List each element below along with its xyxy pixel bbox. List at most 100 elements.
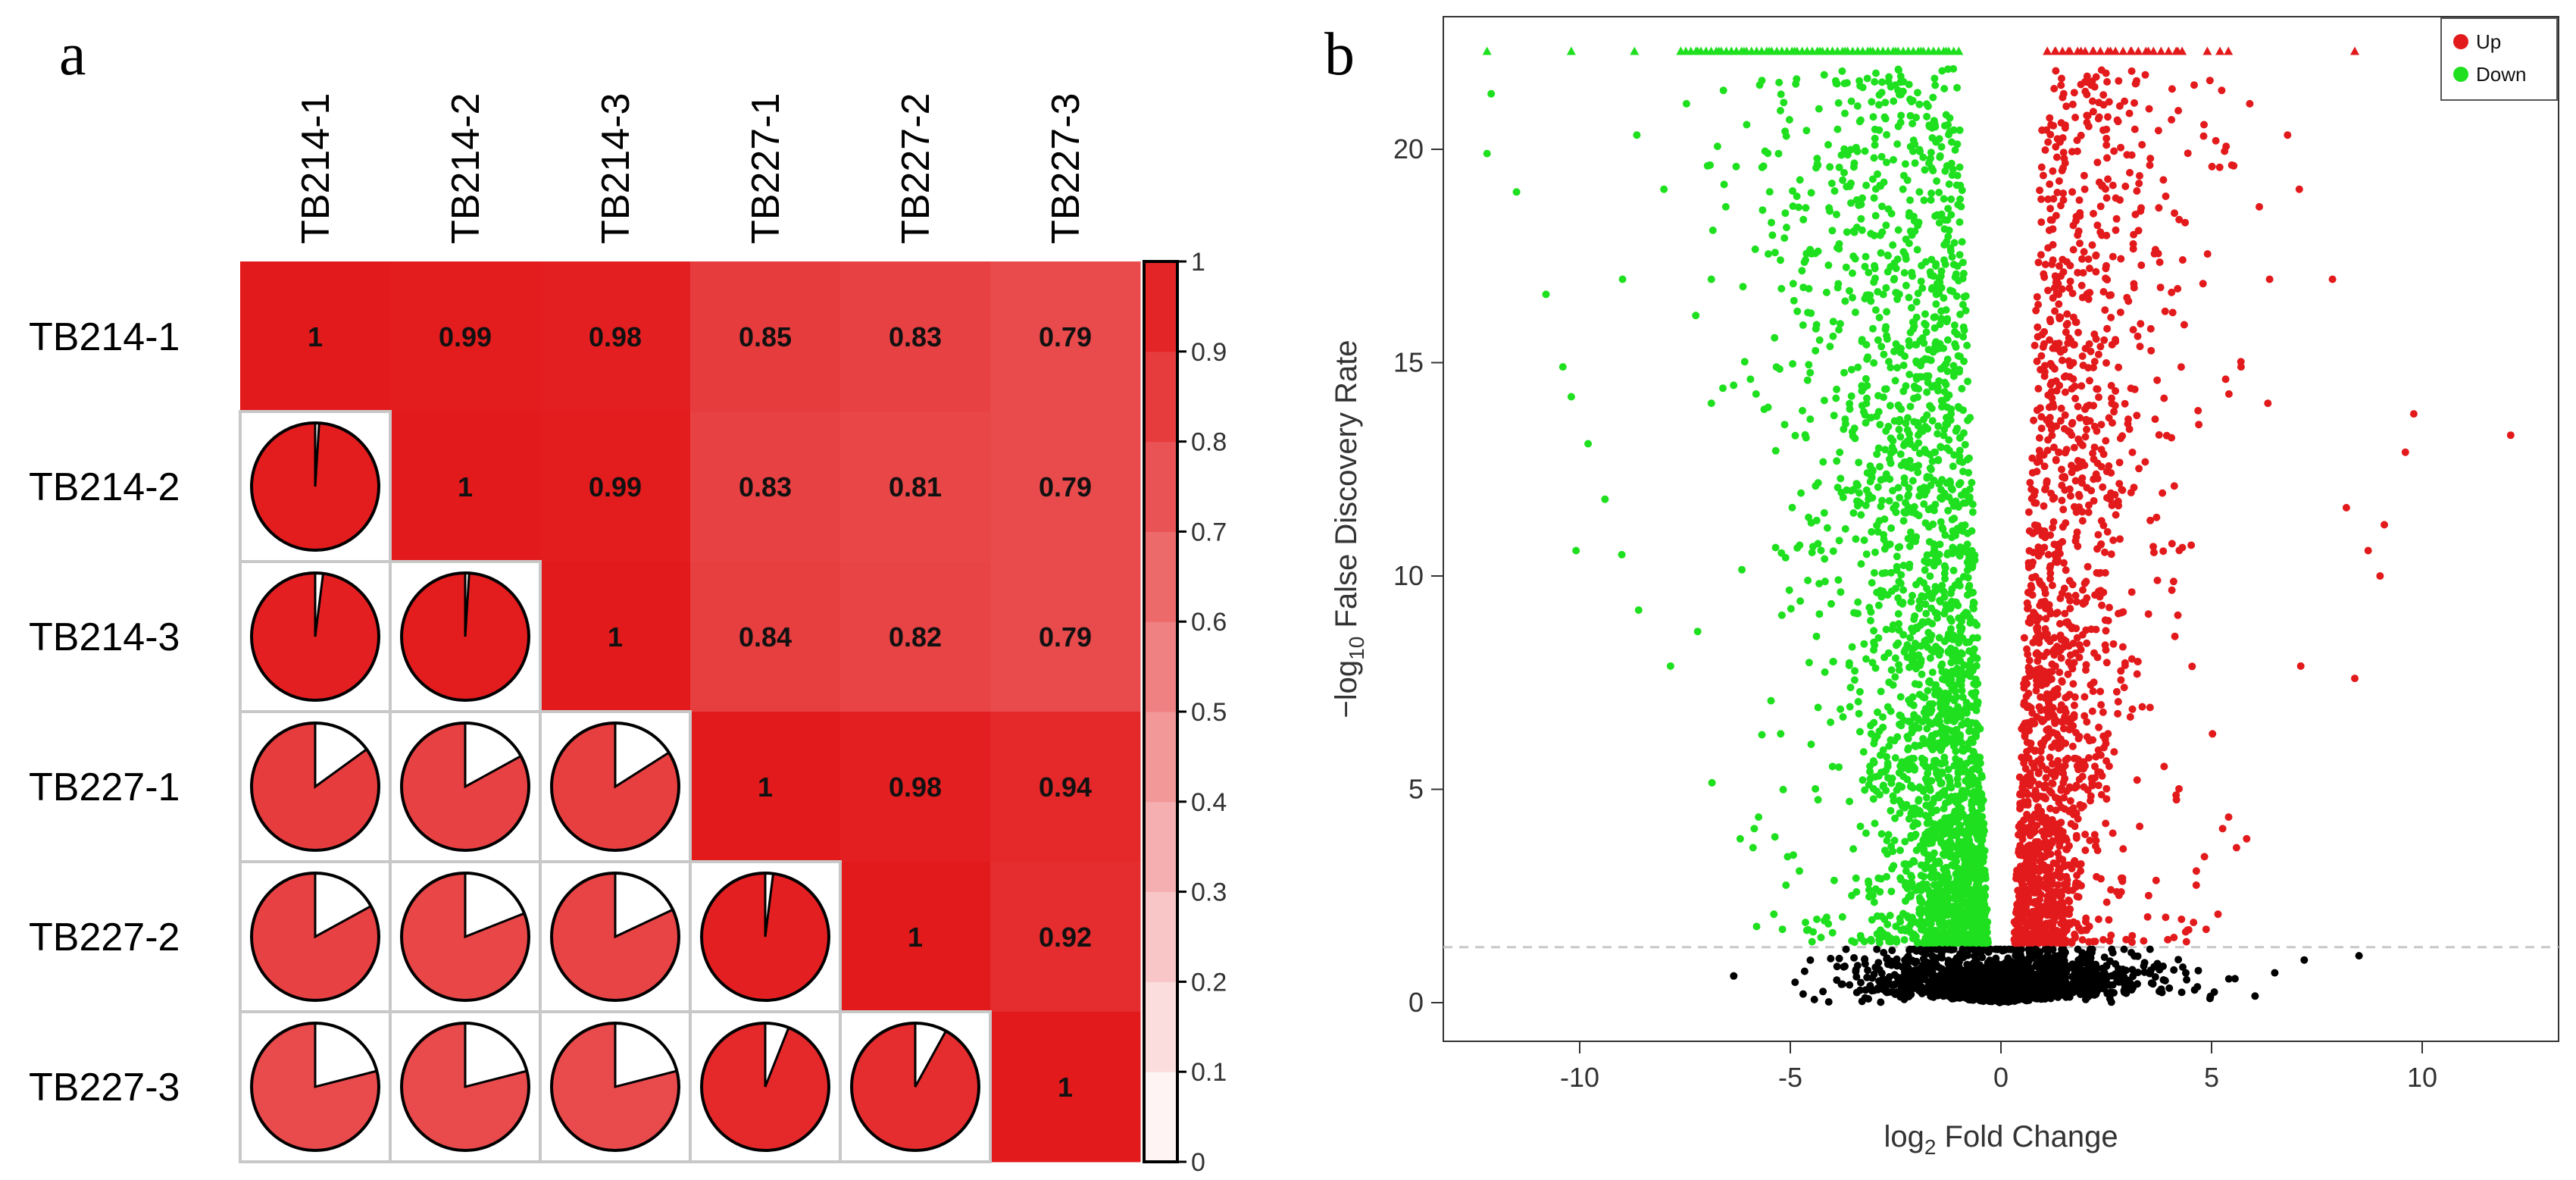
volcano-point-up	[2074, 456, 2082, 465]
volcano-point-ns	[1873, 945, 1881, 953]
volcano-point-up	[2028, 574, 2037, 582]
volcano-point-ns	[1987, 993, 1995, 1001]
volcano-point-down	[1936, 152, 1944, 160]
volcano-point-down	[1930, 74, 1939, 83]
volcano-point-down	[1884, 850, 1891, 858]
volcano-point-down	[1876, 462, 1884, 471]
volcano-point-down	[1973, 654, 1981, 662]
volcano-point-down	[1955, 446, 1964, 455]
volcano-point-down	[1961, 440, 1969, 449]
volcano-point-ns	[2061, 974, 2069, 982]
volcano-point-down	[1960, 429, 1968, 437]
volcano-point-down	[1789, 360, 1797, 368]
volcano-point-down	[1963, 455, 1971, 464]
volcano-point-down	[1886, 402, 1894, 410]
volcano-point-down	[1929, 590, 1937, 599]
volcano-point-down	[1935, 759, 1943, 767]
volcano-point-down	[1941, 531, 1949, 540]
volcano-point-down	[1856, 82, 1865, 90]
volcano-point-up	[2041, 261, 2049, 268]
volcano-point-up	[2083, 718, 2091, 726]
volcano-point-ns	[2032, 975, 2040, 984]
volcano-point-down	[1943, 421, 1952, 428]
volcano-point-down	[1978, 836, 1987, 844]
volcano-point-down	[1940, 294, 1948, 302]
heatmap-cell-TB214-2-TB227-2	[840, 412, 991, 562]
volcano-point-up	[2062, 446, 2071, 454]
volcano-point-down	[1968, 889, 1977, 897]
volcano-point-down	[1955, 277, 1962, 285]
volcano-point-down	[1953, 83, 1962, 92]
volcano-point-ns	[1800, 967, 1809, 975]
volcano-point-ns	[2355, 952, 2363, 960]
volcano-point-down	[1824, 261, 1833, 269]
volcano-point-down	[1826, 163, 1834, 171]
volcano-point-up	[2025, 527, 2034, 535]
volcano-point-down	[1837, 588, 1845, 596]
volcano-point-up	[2146, 155, 2155, 163]
heatmap-cell-TB214-3-TB214-3	[540, 562, 691, 712]
volcano-point-down	[1839, 493, 1847, 502]
volcano-point-ns	[2004, 954, 2012, 962]
volcano-point-down	[1927, 155, 1934, 162]
volcano-point-down	[1819, 458, 1827, 466]
volcano-point-down	[1736, 834, 1744, 843]
volcano-point-down	[1738, 565, 1746, 574]
volcano-point-down	[1828, 762, 1837, 771]
volcano-point-ns	[2115, 978, 2123, 986]
volcano-point-down	[1777, 256, 1784, 264]
volcano-point-down	[1971, 860, 1979, 869]
volcano-point-down	[1905, 336, 1913, 345]
pie-outline-TB227-1-TB214-1	[250, 721, 380, 852]
volcano-point-down	[1899, 909, 1907, 918]
heatmap-cell-TB227-2-TB227-2	[840, 862, 991, 1013]
volcano-point-down	[1980, 890, 1989, 899]
volcano-point-ns	[1902, 988, 1911, 996]
volcano-point-down	[1890, 862, 1898, 870]
volcano-point-down	[1905, 815, 1913, 823]
volcano-point-down	[1947, 784, 1955, 792]
volcano-point-down	[1863, 394, 1871, 402]
volcano-point-down	[1890, 97, 1898, 105]
volcano-point-down	[1931, 81, 1940, 89]
volcano-point-up	[2224, 390, 2233, 398]
volcano-point-down	[1887, 459, 1895, 468]
volcano-point-up	[2044, 138, 2052, 146]
volcano-point-down	[1944, 65, 1952, 74]
volcano-point-ns	[2194, 966, 2202, 975]
volcano-point-down	[1838, 912, 1846, 921]
colorbar-tick-label-0.6: 0.6	[1191, 608, 1227, 637]
volcano-point-down	[1944, 647, 1952, 656]
volcano-point-down	[1904, 414, 1912, 422]
volcano-point-down	[1944, 233, 1952, 241]
volcano-point-down	[1851, 434, 1859, 443]
volcano-point-down	[1944, 205, 1952, 213]
volcano-point-ns	[1791, 978, 1799, 987]
volcano-point-up	[2154, 127, 2162, 135]
volcano-point-down	[1921, 600, 1930, 609]
volcano-point-up	[2046, 205, 2055, 213]
volcano-point-ns	[2057, 986, 2065, 994]
volcano-point-down	[1892, 584, 1900, 593]
volcano-point-down	[1846, 146, 1855, 154]
volcano-point-down	[1837, 151, 1846, 159]
volcano-point-down	[1940, 931, 1948, 940]
volcano-point-down	[1952, 832, 1961, 840]
volcano-point-down	[1930, 873, 1939, 881]
volcano-point-up	[2135, 465, 2143, 473]
volcano-point-down	[1920, 785, 1928, 793]
volcano-point-down	[1855, 709, 1863, 718]
colorbar-segment-4	[1144, 712, 1177, 803]
volcano-point-down	[1891, 754, 1899, 762]
volcano-point-down	[1875, 314, 1884, 321]
volcano-point-ns	[2182, 969, 2190, 977]
volcano-point-down	[1779, 785, 1787, 793]
volcano-point-up	[2070, 443, 2078, 452]
volcano-point-down	[1893, 552, 1901, 561]
volcano-point-down	[1962, 815, 1971, 823]
volcano-point-down	[1849, 845, 1858, 853]
pie-outline-TB214-3-TB214-2	[400, 571, 530, 702]
volcano-point-up	[2089, 687, 2097, 696]
volcano-point-up	[2159, 547, 2168, 556]
volcano-point-down	[1895, 781, 1903, 790]
